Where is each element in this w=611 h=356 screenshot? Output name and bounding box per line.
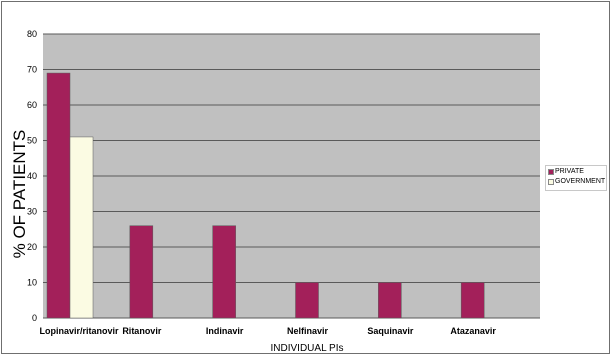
bars	[46, 72, 485, 319]
x-tick-label: Lopinavir/ritanovir	[39, 326, 119, 336]
gridlines	[43, 33, 540, 319]
y-tick-label: 80	[27, 29, 37, 39]
y-tick-label: 0	[32, 313, 37, 323]
x-tick-label: Atazanavir	[450, 326, 496, 336]
y-tick-label: 70	[27, 65, 37, 75]
bar-private-4	[378, 282, 402, 319]
bar-private-2	[212, 225, 236, 319]
legend-item-government: GOVERNMENT	[548, 178, 605, 185]
y-tick-label: 60	[27, 100, 37, 110]
legend-swatch-private	[548, 168, 554, 175]
legend: PRIVATE GOVERNMENT	[545, 165, 607, 191]
bar-private-0	[46, 72, 71, 319]
y-tick-label: 20	[27, 242, 37, 252]
x-tick-label: Indinavir	[206, 326, 244, 336]
y-tick-label: 50	[27, 136, 37, 146]
legend-item-private: PRIVATE	[548, 168, 584, 175]
bar-private-3	[295, 282, 319, 319]
x-tick-labels: Lopinavir/ritanovir Ritanovir Indinavir Nel…	[39, 326, 496, 336]
bar-government-0	[69, 136, 94, 319]
x-tick-label: Ritanovir	[122, 326, 162, 336]
legend-label-government: GOVERNMENT	[555, 178, 606, 185]
bar-private-1	[129, 225, 154, 319]
y-axis-label: % OF PATIENTS	[10, 129, 29, 259]
x-tick-label: Nelfinavir	[287, 326, 329, 336]
y-tick-labels: 0 10 20 30 40 50 60 70 80	[27, 29, 37, 323]
legend-label-private: PRIVATE	[555, 168, 584, 175]
y-tick-label: 30	[27, 207, 37, 217]
bar-private-5	[460, 282, 485, 319]
y-tick-label: 10	[27, 278, 37, 288]
legend-swatch-government	[548, 178, 554, 185]
x-axis-label: INDIVIDUAL PIs	[270, 343, 344, 354]
y-tick-label: 40	[27, 171, 37, 181]
x-tick-label: Saquinavir	[367, 326, 414, 336]
